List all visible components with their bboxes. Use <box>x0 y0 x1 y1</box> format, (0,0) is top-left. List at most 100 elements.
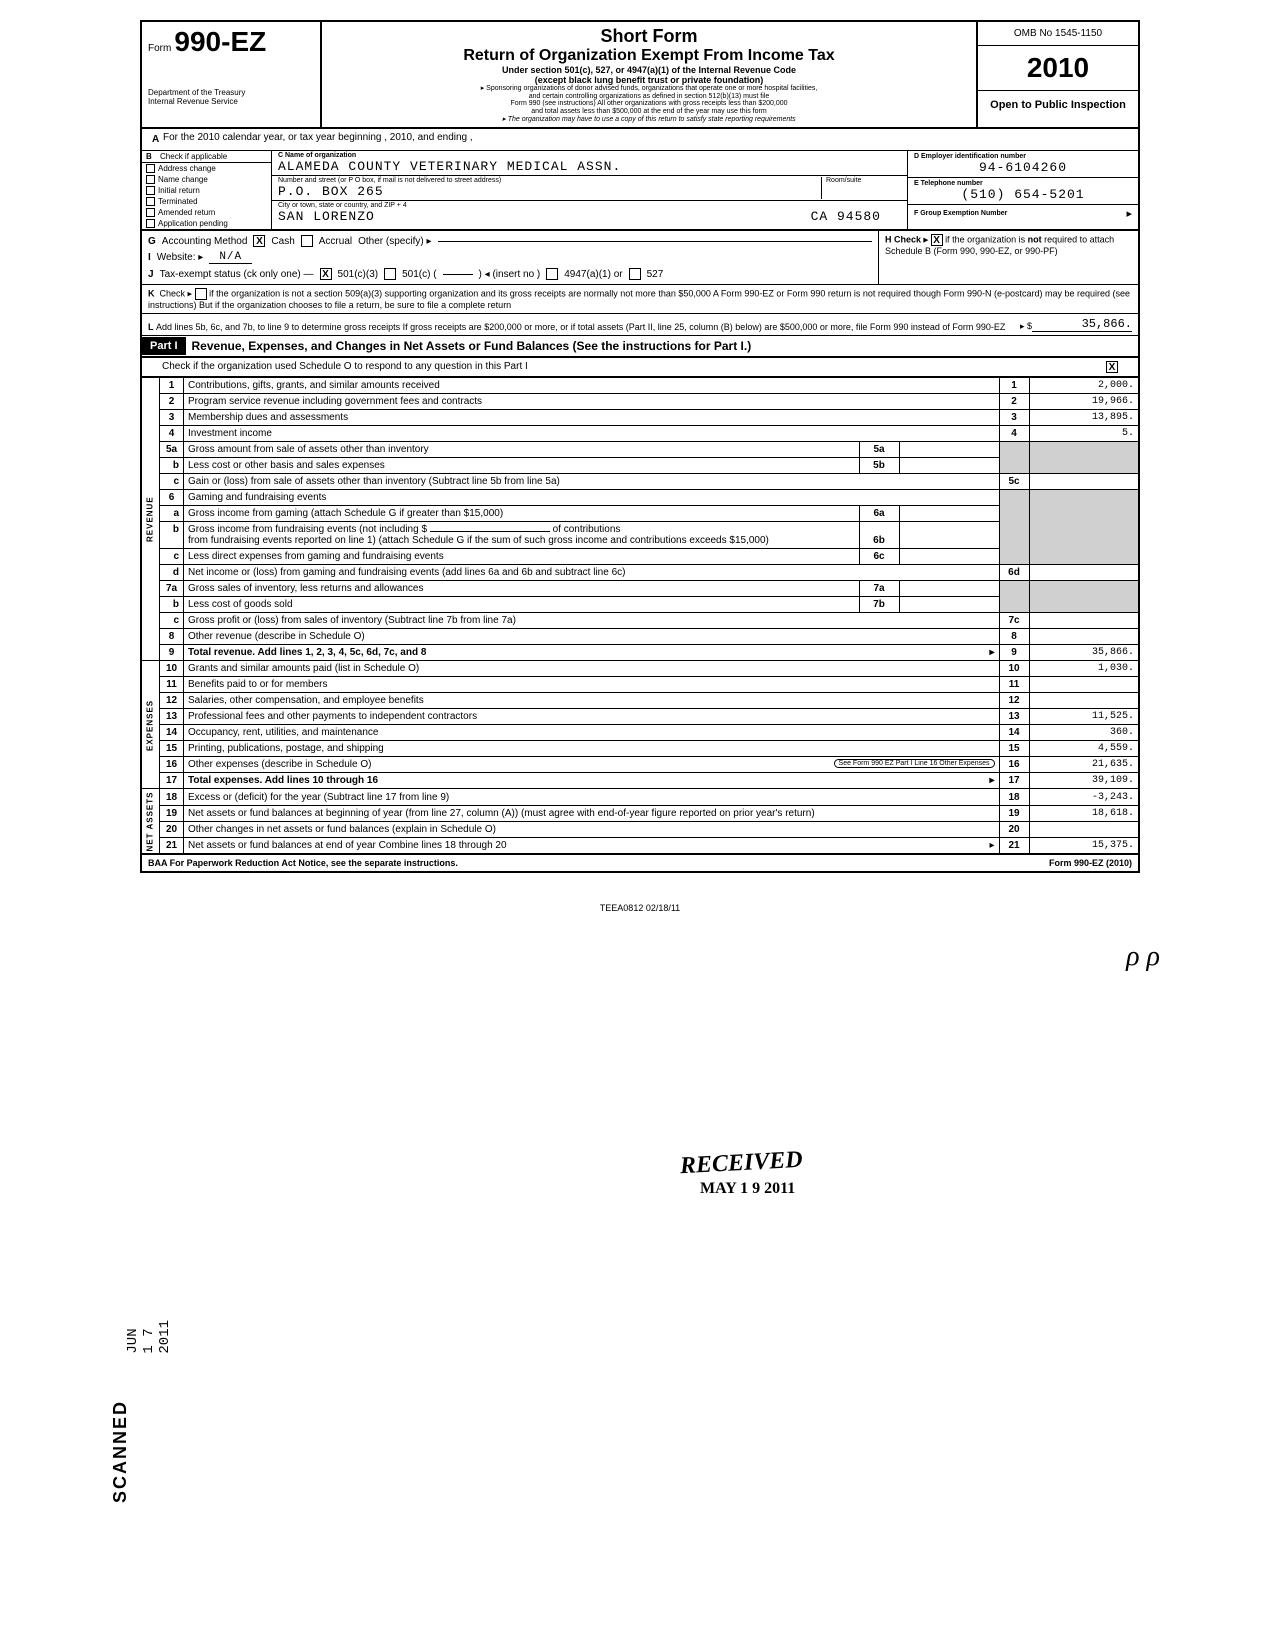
501c-label: 501(c) ( <box>402 269 436 280</box>
l9-desc: Total revenue. Add lines 1, 2, 3, 4, 5c,… <box>188 647 426 658</box>
ein: 94-6104260 <box>914 160 1132 175</box>
k-text: if the organization is not a section 509… <box>148 289 1130 311</box>
l4-amt: 5. <box>1029 426 1139 442</box>
l18-amt: -3,243. <box>1029 789 1139 805</box>
l3-amt: 13,895. <box>1029 410 1139 426</box>
l7a-desc: Gross sales of inventory, less returns a… <box>184 581 860 597</box>
open-public: Open to Public Inspection <box>978 91 1138 119</box>
l6-desc: Gaming and fundraising events <box>184 490 1000 506</box>
l6b-box: 6b <box>859 522 899 549</box>
l6c-num: c <box>160 549 184 565</box>
part1-title: Revenue, Expenses, and Changes in Net As… <box>186 336 758 356</box>
l6d-amt <box>1029 565 1139 581</box>
l21-amt: 15,375. <box>1029 838 1139 855</box>
h-label: H Check ▸ <box>885 235 928 245</box>
l6a-num: a <box>160 506 184 522</box>
l6c-box: 6c <box>859 549 899 565</box>
l3-num: 3 <box>160 410 184 426</box>
l10-amt: 1,030. <box>1029 661 1139 677</box>
l21-ln: 21 <box>999 838 1029 855</box>
net-side-label: NET ASSETS <box>141 789 160 854</box>
l6b-d2: of contributions <box>553 524 621 535</box>
k-check: Check ▸ <box>160 289 193 299</box>
name-change-chk[interactable] <box>146 175 155 184</box>
l1-ln: 1 <box>999 378 1029 394</box>
l21-num: 21 <box>160 838 184 855</box>
l12-desc: Salaries, other compensation, and employ… <box>184 693 1000 709</box>
sched-o-text: Check if the organization used Schedule … <box>162 361 528 373</box>
col-b: B Check if applicable Address change Nam… <box>142 151 272 229</box>
l20-num: 20 <box>160 821 184 837</box>
l19-amt: 18,618. <box>1029 805 1139 821</box>
l19-num: 19 <box>160 805 184 821</box>
l16-amt: 21,635. <box>1029 757 1139 773</box>
date-stamp: MAY 1 9 2011 <box>700 1180 795 1198</box>
l5c-desc: Gain or (loss) from sale of assets other… <box>184 474 1000 490</box>
app-pending-chk[interactable] <box>146 219 155 228</box>
l13-ln: 13 <box>999 709 1029 725</box>
l2-ln: 2 <box>999 394 1029 410</box>
l10-desc: Grants and similar amounts paid (list in… <box>184 661 1000 677</box>
name-change-label: Name change <box>158 175 208 184</box>
l16-note: See Form 990 EZ Part I Line 16 Other Exp… <box>834 759 995 768</box>
expenses-side-label: EXPENSES <box>141 661 160 789</box>
baa-notice: BAA For Paperwork Reduction Act Notice, … <box>148 858 458 868</box>
l2-num: 2 <box>160 394 184 410</box>
part1-label: Part I <box>142 337 186 355</box>
omb-number: OMB No 1545-1150 <box>978 22 1138 46</box>
l7b-num: b <box>160 597 184 613</box>
l9-ln: 9 <box>999 645 1029 661</box>
city-label: City or town, state or country, and ZIP … <box>278 202 901 209</box>
4947-chk[interactable] <box>546 268 558 280</box>
org-name: ALAMEDA COUNTY VETERINARY MEDICAL ASSN. <box>278 159 901 174</box>
501c-chk[interactable] <box>384 268 396 280</box>
l11-num: 11 <box>160 677 184 693</box>
l7b-box: 7b <box>859 597 899 613</box>
k-label: K <box>148 289 155 299</box>
fine2: and certain controlling organizations as… <box>330 93 968 101</box>
l1-desc: Contributions, gifts, grants, and simila… <box>184 378 1000 394</box>
h-text1: if the organization is <box>945 235 1025 245</box>
l3-ln: 3 <box>999 410 1029 426</box>
sched-o-chk[interactable]: X <box>1106 361 1118 373</box>
l17-desc: Total expenses. Add lines 10 through 16 <box>188 775 378 786</box>
l13-num: 13 <box>160 709 184 725</box>
accrual-chk[interactable] <box>301 235 313 247</box>
scanned-stamp: SCANNED <box>110 1400 131 1503</box>
cash-chk[interactable]: X <box>253 235 265 247</box>
form-number: 990-EZ <box>174 26 266 57</box>
l11-amt <box>1029 677 1139 693</box>
l4-desc: Investment income <box>184 426 1000 442</box>
line-k: K Check ▸ if the organization is not a s… <box>140 285 1140 314</box>
fine4: and total assets less than $500,000 at t… <box>330 108 968 116</box>
h-chk[interactable]: X <box>931 234 943 246</box>
i-text: Website: ▸ <box>157 252 204 263</box>
form-footer: Form 990-EZ (2010) <box>1049 858 1132 868</box>
l5b-num: b <box>160 458 184 474</box>
l2-desc: Program service revenue including govern… <box>184 394 1000 410</box>
l6a-desc: Gross income from gaming (attach Schedul… <box>184 506 860 522</box>
g-text: Accounting Method <box>162 236 248 247</box>
501c3-chk[interactable]: X <box>320 268 332 280</box>
initial-chk[interactable] <box>146 186 155 195</box>
l15-ln: 15 <box>999 741 1029 757</box>
l-text: Add lines 5b, 6c, and 7b, to line 9 to d… <box>156 322 1020 332</box>
l15-desc: Printing, publications, postage, and shi… <box>184 741 1000 757</box>
k-chk[interactable] <box>195 288 207 300</box>
other-label: Other (specify) ▸ <box>358 236 431 247</box>
amended-chk[interactable] <box>146 208 155 217</box>
terminated-label: Terminated <box>158 197 198 206</box>
l3-desc: Membership dues and assessments <box>184 410 1000 426</box>
l6b-num: b <box>160 522 184 549</box>
revenue-side-label: REVENUE <box>141 378 160 661</box>
l5c-amt <box>1029 474 1139 490</box>
l19-desc: Net assets or fund balances at beginning… <box>184 805 1000 821</box>
l9-num: 9 <box>160 645 184 661</box>
l5b-desc: Less cost or other basis and sales expen… <box>184 458 860 474</box>
footer: BAA For Paperwork Reduction Act Notice, … <box>140 855 1140 873</box>
addr-change-chk[interactable] <box>146 164 155 173</box>
l-arrow: ▸ $ <box>1020 321 1032 332</box>
terminated-chk[interactable] <box>146 197 155 206</box>
l5a-desc: Gross amount from sale of assets other t… <box>184 442 860 458</box>
527-chk[interactable] <box>629 268 641 280</box>
